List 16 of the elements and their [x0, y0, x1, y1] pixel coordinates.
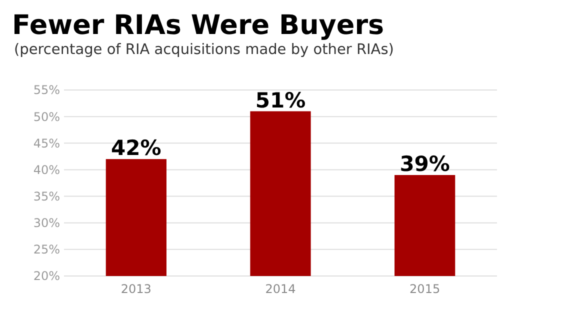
y-tick-label: 25%: [33, 242, 60, 257]
y-tick-label: 45%: [33, 136, 60, 150]
y-tick-label: 50%: [33, 110, 60, 124]
chart-title: Fewer RIAs Were Buyers: [12, 10, 384, 41]
data-label: 51%: [255, 88, 306, 112]
x-tick-label: 2013: [120, 282, 152, 296]
data-label: 42%: [111, 136, 162, 160]
data-label: 39%: [400, 152, 450, 176]
y-tick-label: 35%: [33, 189, 60, 204]
chart-subtitle: (percentage of RIA acquisitions made by other RIAs): [14, 42, 394, 58]
y-tick-label: 30%: [33, 216, 60, 230]
x-tick-label: 2014: [265, 282, 296, 296]
y-tick-label: 40%: [33, 162, 60, 177]
y-tick-label: 55%: [33, 83, 60, 98]
y-tick-label: 20%: [33, 269, 60, 284]
x-tick-label: 2015: [410, 282, 440, 296]
